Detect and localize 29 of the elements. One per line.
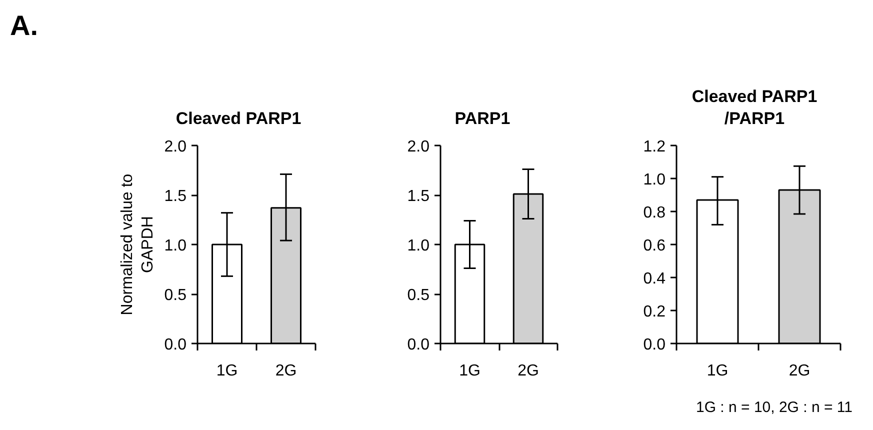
y-tick-label: 0.4 — [643, 270, 666, 288]
x-tick-label: 1G — [216, 362, 238, 380]
x-tick-label: 2G — [788, 362, 810, 380]
chart-title: Cleaved PARP1 — [176, 108, 302, 130]
y-tick-label: 0.2 — [643, 304, 666, 320]
y-axis-title: Normalized value to GAPDH — [118, 174, 156, 316]
x-tick-label: 2G — [518, 362, 539, 380]
x-tick-label: 2G — [275, 362, 297, 380]
y-tick-label: 0.0 — [643, 336, 666, 354]
x-tick-label: 1G — [459, 362, 480, 380]
y-tick-label: 0.0 — [164, 336, 187, 354]
chart-title: Cleaved PARP1 /PARP1 — [692, 86, 818, 130]
y-tick-label: 1.2 — [643, 138, 666, 156]
y-tick-label: 1.5 — [164, 188, 187, 205]
y-tick-label: 1.0 — [407, 238, 430, 254]
chart-title: PARP1 — [454, 108, 510, 130]
y-tick-label: 0.6 — [643, 238, 666, 254]
y-tick-label: 1.0 — [643, 172, 666, 188]
y-tick-label: 2.0 — [407, 138, 430, 156]
x-tick-label: 1G — [706, 362, 728, 380]
y-tick-label: 0.8 — [643, 204, 666, 222]
y-tick-label: 0.5 — [164, 287, 187, 304]
y-tick-label: 1.5 — [407, 188, 430, 205]
text: A. — [10, 9, 38, 43]
y-tick-label: 0.5 — [407, 287, 430, 304]
y-tick-label: 2.0 — [164, 138, 187, 156]
y-tick-label: 1.0 — [164, 238, 187, 254]
text: 1G : n = 10, 2G : n = 11 — [696, 398, 852, 418]
y-tick-label: 0.0 — [407, 336, 430, 354]
